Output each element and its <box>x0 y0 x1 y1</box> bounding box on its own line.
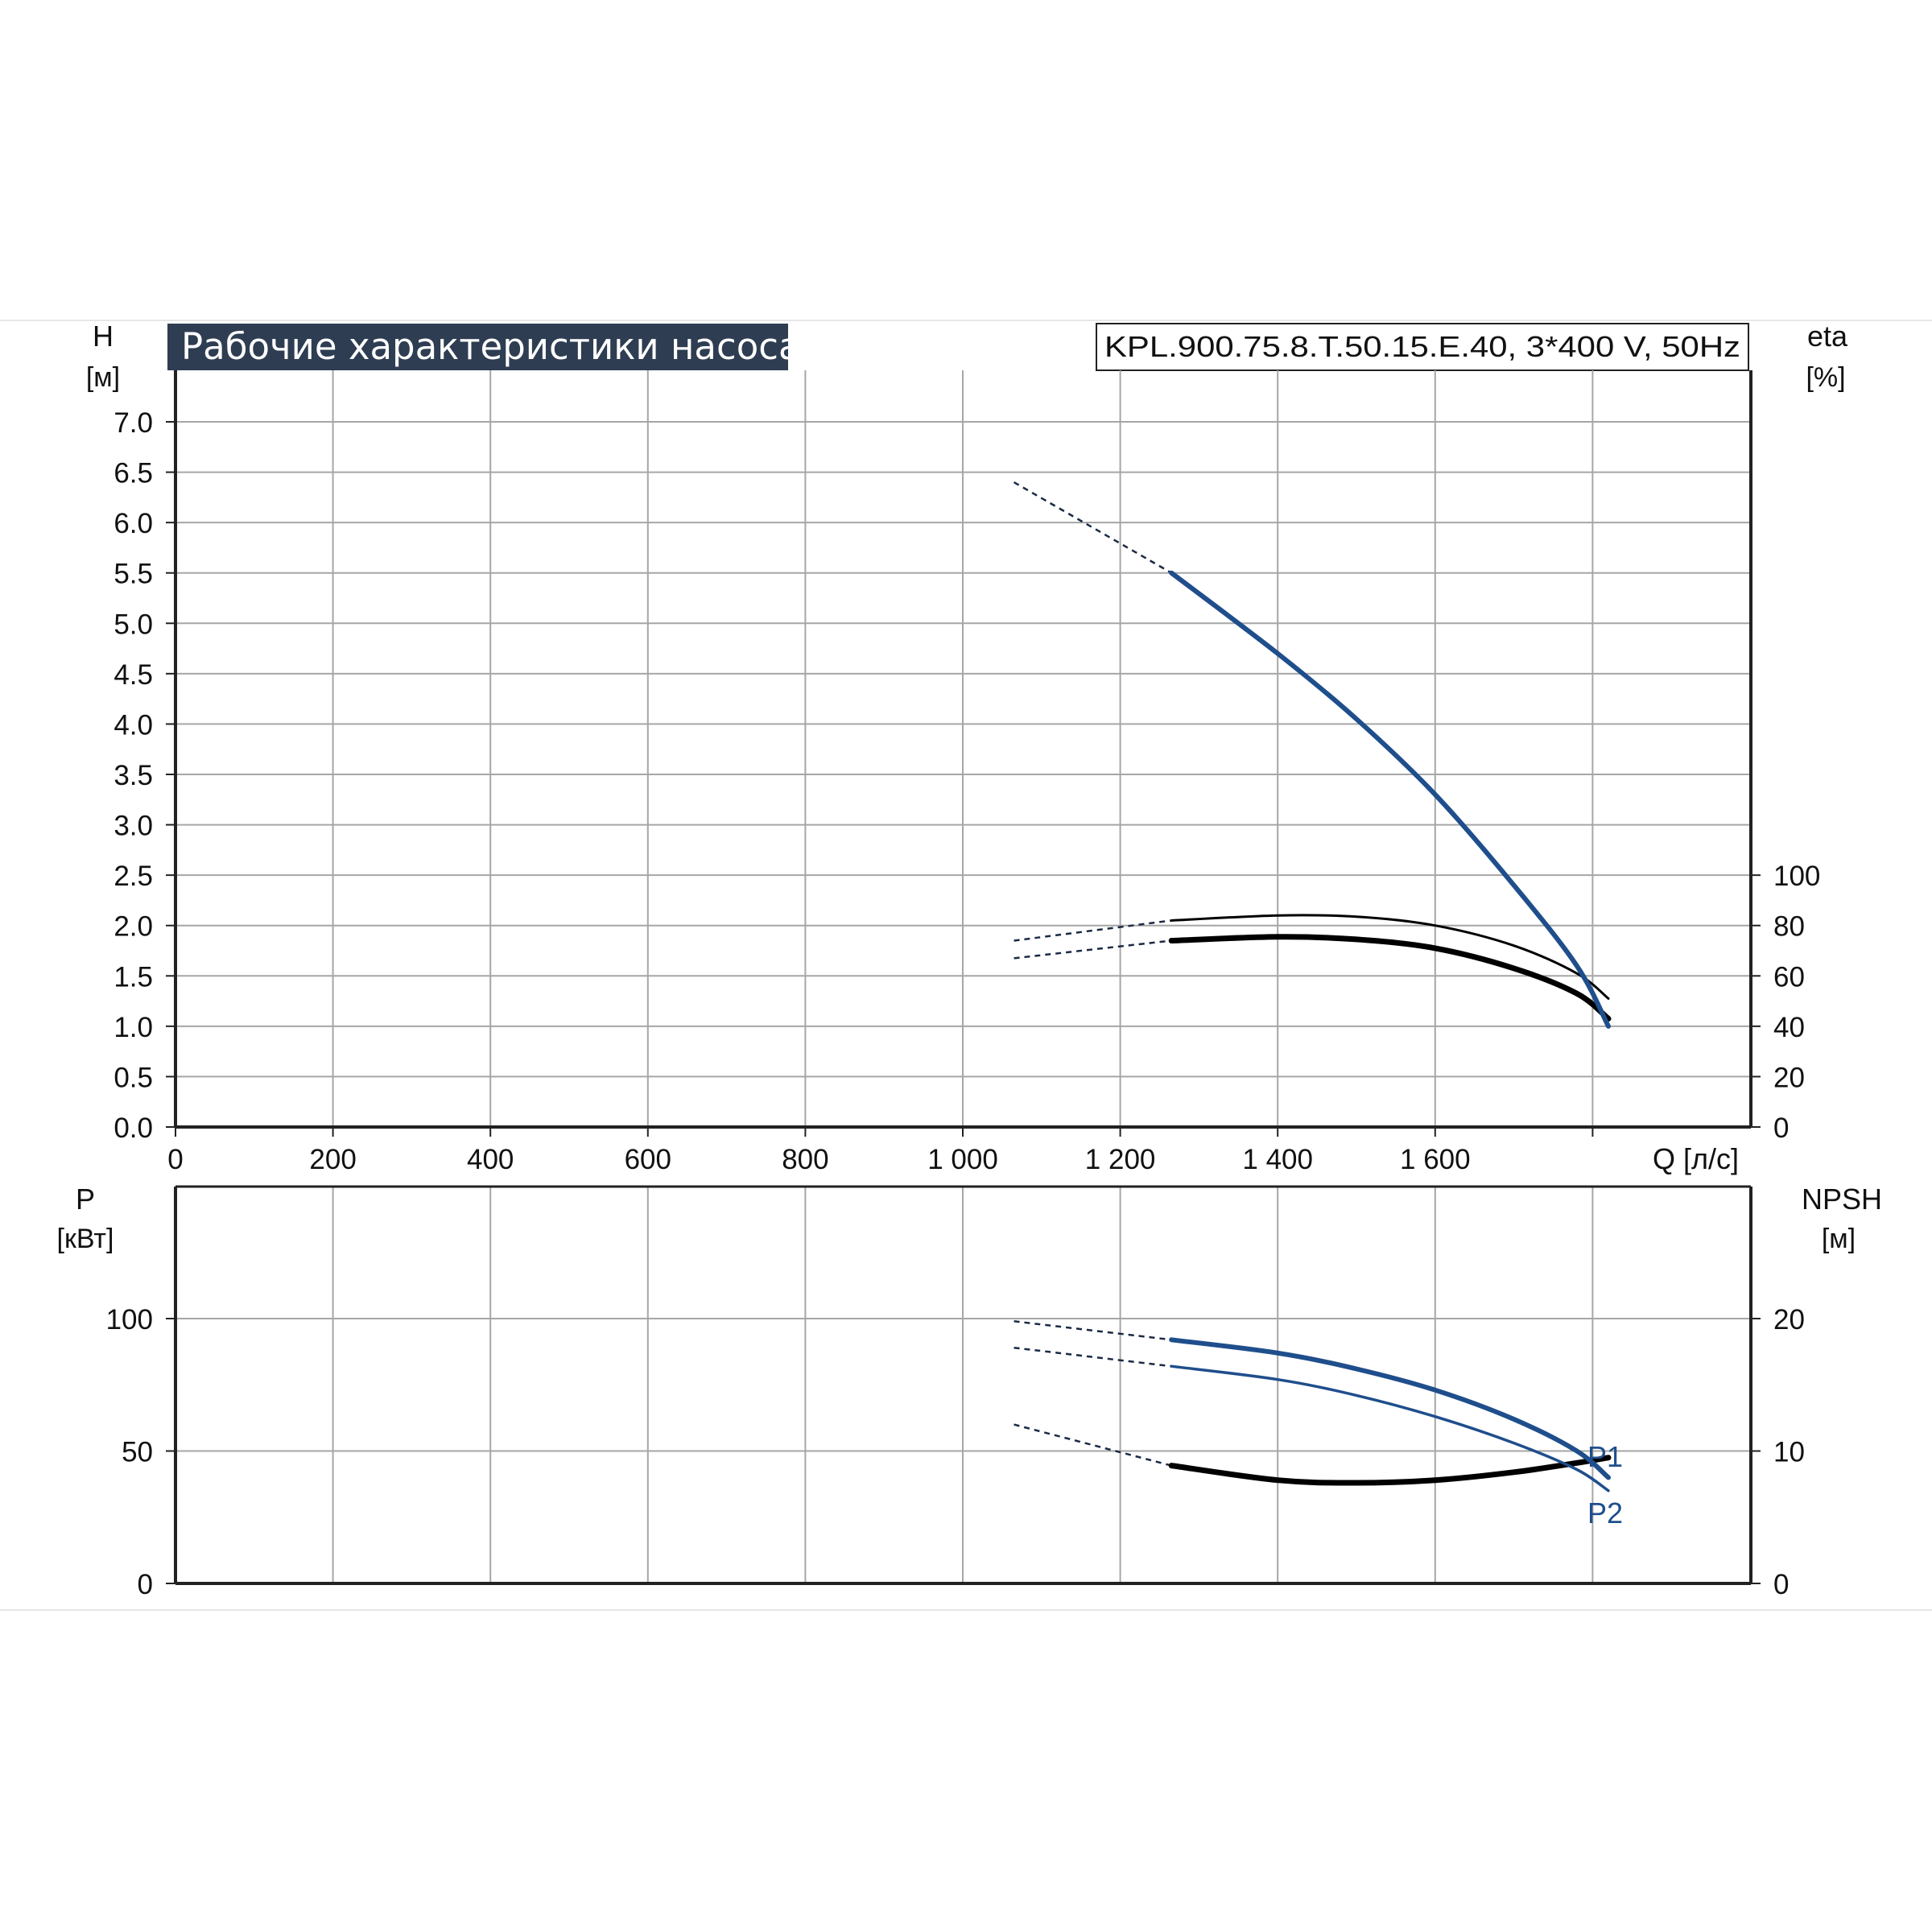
eta-axis-label: eta <box>1807 320 1848 353</box>
q-tick-label: 1 600 <box>1400 1144 1471 1175</box>
p-axis-label: P <box>76 1183 95 1216</box>
q-tick-label: 200 <box>309 1144 356 1175</box>
axes: 0.0 0.5 1.0 1.5 2.0 2.5 3.0 3.5 4.0 4.5 5.0 5.5 6.0 6… <box>106 370 1820 1600</box>
title-box <box>167 324 788 370</box>
h-tick-label: 2.5 <box>114 861 153 892</box>
p-tick-label: 100 <box>106 1304 153 1335</box>
p-tick-label: 0 <box>138 1569 153 1600</box>
h-tick-label: 3.5 <box>114 760 153 791</box>
p2-curve-extrapolated <box>1013 1346 1172 1368</box>
npsh-axis-label: NPSH <box>1802 1183 1882 1216</box>
p1-label: P1 <box>1587 1440 1623 1473</box>
eta-thin-curve-extrapolated <box>1013 919 1172 942</box>
eta-tick-label: 20 <box>1773 1062 1805 1093</box>
q-tick-label: 0 <box>167 1144 183 1175</box>
power-npsh-curves <box>1013 1320 1612 1492</box>
head-curve <box>1169 570 1611 1029</box>
npsh-curve-extrapolated <box>1013 1423 1172 1467</box>
npsh-tick-label: 20 <box>1773 1304 1805 1335</box>
npsh-tick-label: 0 <box>1773 1569 1789 1600</box>
p-tick-label: 50 <box>122 1437 153 1468</box>
eta-tick-label: 0 <box>1773 1113 1789 1144</box>
h-axis-unit: [м] <box>86 362 120 393</box>
q-tick-label: 600 <box>625 1144 671 1175</box>
power-grid <box>175 1187 1751 1583</box>
eta-axis-unit: [%] <box>1806 362 1845 393</box>
q-tick-label: 800 <box>782 1144 828 1175</box>
h-tick-label: 0.5 <box>114 1062 153 1093</box>
chart-title: Рабочие характеристики насоса <box>181 325 801 368</box>
eta-thin-curve <box>1170 914 1610 1000</box>
q-tick-label: 1 200 <box>1085 1144 1156 1175</box>
q-tick-label: 400 <box>467 1144 514 1175</box>
p2-label: P2 <box>1587 1496 1623 1530</box>
h-tick-label: 3.0 <box>114 811 153 842</box>
eta-tick-label: 100 <box>1773 861 1820 892</box>
eta-tick-label: 80 <box>1773 911 1805 943</box>
q-axis-label: Q [л/с] <box>1653 1142 1739 1175</box>
model-label: KPL.900.75.8.T.50.15.E.40, 3*400 V, 50Hz <box>1104 330 1740 363</box>
npsh-tick-label: 10 <box>1773 1437 1805 1468</box>
q-tick-label: 1 000 <box>927 1144 998 1175</box>
h-tick-label: 0.0 <box>114 1113 153 1144</box>
head-grid <box>175 370 1751 1127</box>
h-tick-label: 7.0 <box>114 407 153 439</box>
p1-curve-extrapolated <box>1013 1320 1172 1341</box>
eta-thick-curve-extrapolated <box>1013 939 1172 960</box>
h-tick-label: 1.0 <box>114 1012 153 1043</box>
p2-curve <box>1170 1364 1610 1492</box>
h-tick-label: 2.0 <box>114 911 153 943</box>
h-tick-label: 6.0 <box>114 508 153 539</box>
head-curve-extrapolated <box>1013 481 1172 574</box>
p1-curve <box>1169 1337 1611 1480</box>
h-axis-label: H <box>93 320 114 353</box>
npsh-axis-unit: [м] <box>1822 1224 1856 1254</box>
h-tick-label: 5.0 <box>114 609 153 640</box>
p-axis-unit: [кВт] <box>57 1224 114 1254</box>
eta-tick-label: 60 <box>1773 961 1805 993</box>
eta-tick-label: 40 <box>1773 1012 1805 1043</box>
npsh-curve <box>1168 1455 1612 1486</box>
q-tick-label: 1 400 <box>1242 1144 1313 1175</box>
h-tick-label: 5.5 <box>114 559 153 590</box>
h-tick-label: 1.5 <box>114 961 153 993</box>
h-tick-label: 4.0 <box>114 709 153 741</box>
head-efficiency-curves <box>1013 481 1612 1029</box>
h-tick-label: 4.5 <box>114 659 153 691</box>
h-tick-label: 6.5 <box>114 458 153 489</box>
eta-thick-curve <box>1168 934 1612 1022</box>
model-box <box>1096 323 1749 371</box>
